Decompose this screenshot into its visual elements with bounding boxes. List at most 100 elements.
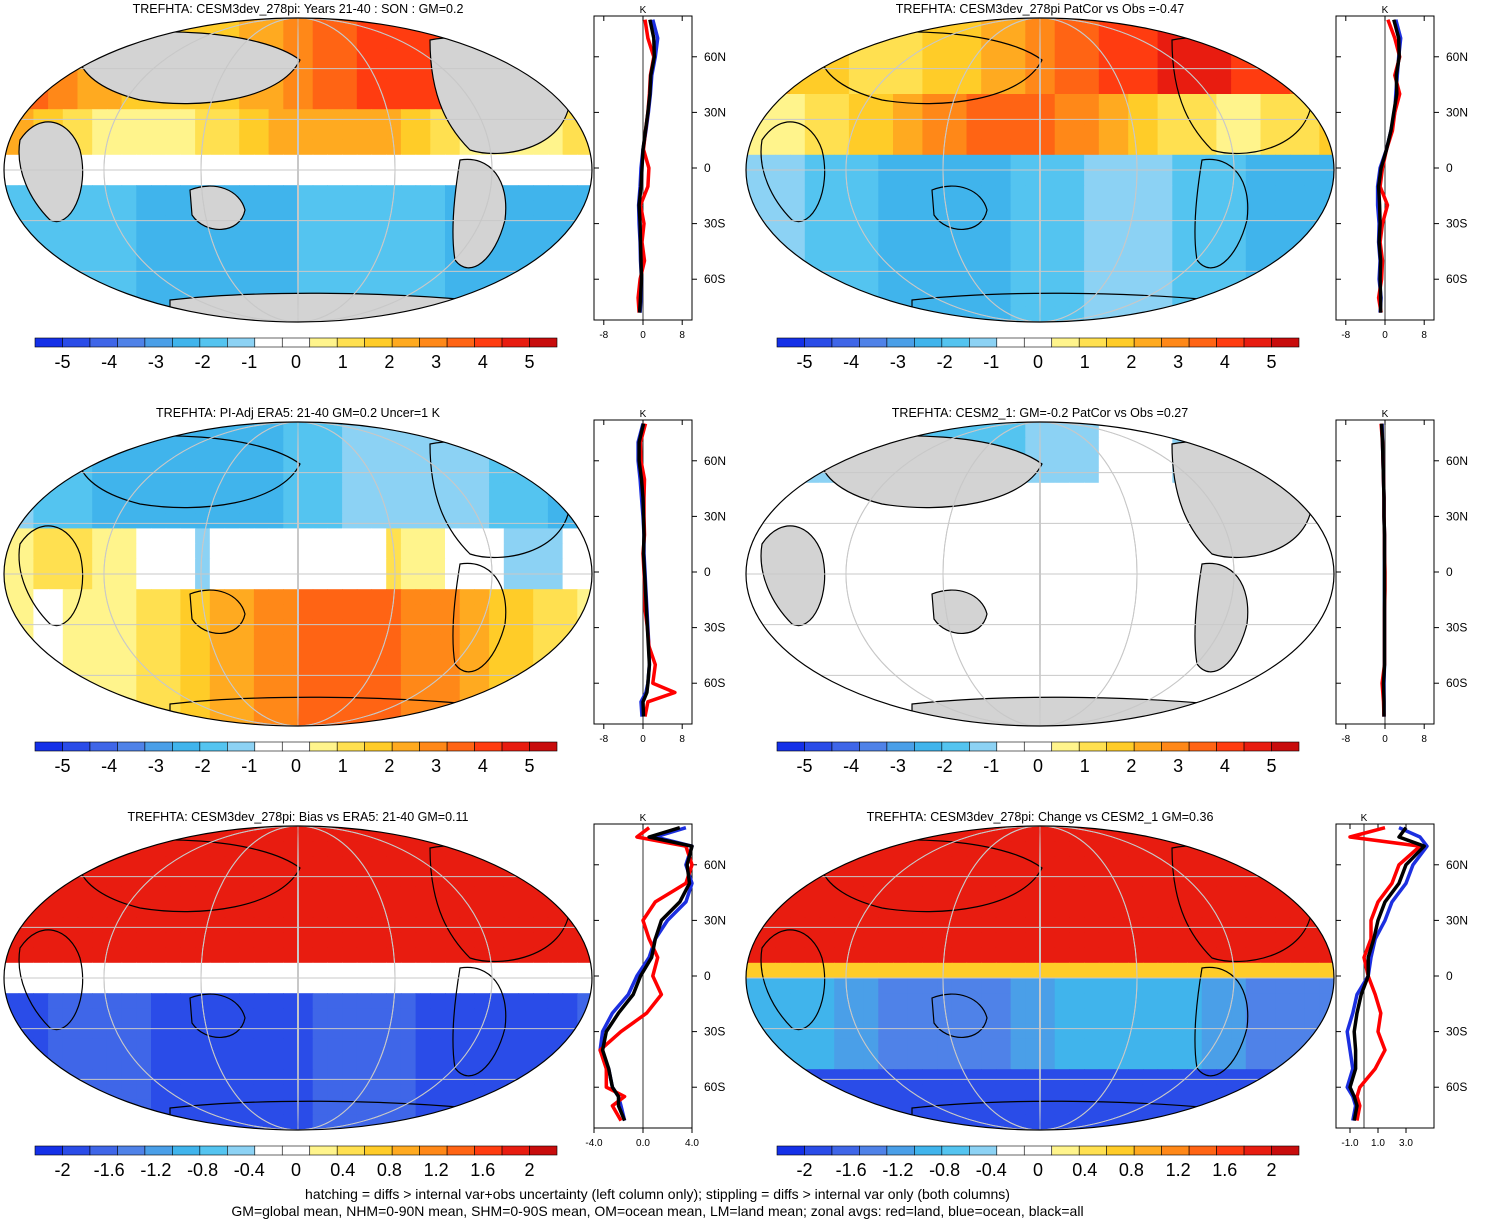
panel-svg: TREFHTA: PI-Adj ERA5: 21-40 GM=0.2 Uncer… — [0, 404, 742, 782]
colorbar-tick-label: -4 — [843, 756, 859, 776]
colorbar-tick-label: -5 — [796, 352, 812, 372]
colorbar-tick-label: -4 — [101, 756, 117, 776]
zonal-unit: K — [1361, 813, 1368, 824]
zonal-x-tick-label: 0 — [1382, 330, 1388, 341]
panel-p6: TREFHTA: CESM3dev_278pi: Change vs CESM2… — [742, 808, 1484, 1191]
zonal-x-tick-label: 3.0 — [1399, 1138, 1413, 1149]
lat-tick-label: 60N — [704, 858, 726, 872]
colorbar-tick-label: -1.6 — [94, 1160, 125, 1180]
lat-tick-label: 30N — [1446, 913, 1468, 927]
colorbar-tick-label: 4 — [1220, 756, 1230, 776]
panel-svg: TREFHTA: CESM3dev_278pi: Years 21-40 : S… — [0, 0, 742, 378]
colorbar-tick-label: 0 — [291, 756, 301, 776]
lat-tick-label: 60S — [1446, 272, 1467, 286]
zonal-x-tick-label: -8 — [1341, 330, 1350, 341]
colorbar-tick-label: -2 — [937, 756, 953, 776]
lat-tick-label: 30N — [1446, 105, 1468, 119]
colorbar-tick-label: -4 — [101, 352, 117, 372]
colorbar-tick-label: -1.2 — [882, 1160, 913, 1180]
continent-outline — [912, 697, 1212, 734]
zonal-unit: K — [640, 409, 647, 420]
colorbar-tick-label: 2 — [384, 756, 394, 776]
panel-p2: TREFHTA: CESM3dev_278pi PatCor vs Obs =-… — [742, 0, 1484, 383]
colorbar-tick-label: -2 — [796, 1160, 812, 1180]
panel-svg: TREFHTA: CESM2_1: GM=-0.2 PatCor vs Obs … — [742, 404, 1484, 782]
lat-tick-label: 60N — [1446, 50, 1468, 64]
colorbar-tick-label: -0.4 — [976, 1160, 1007, 1180]
lat-tick-label: 30S — [704, 217, 725, 231]
zonal-x-tick-label: -8 — [1341, 734, 1350, 745]
colorbar-tick-label: 5 — [525, 756, 535, 776]
map-title: TREFHTA: CESM2_1: GM=-0.2 PatCor vs Obs … — [892, 406, 1188, 420]
colorbar-tick-label: -1 — [241, 756, 257, 776]
lat-tick-label: 60S — [1446, 1080, 1467, 1094]
colorbar-tick-label: -5 — [796, 756, 812, 776]
map-field — [4, 826, 593, 1138]
colorbar-tick-label: 2 — [1267, 1160, 1277, 1180]
colorbar-tick-label: -1.6 — [836, 1160, 867, 1180]
lat-tick-label: 0 — [1446, 161, 1453, 175]
zonal-x-tick-label: 8 — [679, 330, 685, 341]
panel-svg: TREFHTA: CESM3dev_278pi: Bias vs ERA5: 2… — [0, 808, 742, 1186]
colorbar-tick-label: 3 — [1173, 352, 1183, 372]
colorbar-tick-label: -2 — [195, 352, 211, 372]
colorbar-tick-label: -4 — [843, 352, 859, 372]
colorbar-tick-label: -3 — [148, 352, 164, 372]
zonal-unit: K — [640, 5, 647, 16]
lat-tick-label: 30N — [704, 105, 726, 119]
lat-tick-label: 0 — [704, 161, 711, 175]
colorbar-tick-label: 1.6 — [470, 1160, 495, 1180]
zonal-x-tick-label: 0 — [640, 734, 646, 745]
map-field — [746, 18, 1335, 330]
lat-tick-label: 60N — [1446, 454, 1468, 468]
zonal-x-tick-label: 0.0 — [636, 1138, 650, 1149]
panel-p3: TREFHTA: PI-Adj ERA5: 21-40 GM=0.2 Uncer… — [0, 404, 742, 787]
colorbar-tick-label: 0.8 — [377, 1160, 402, 1180]
colorbar-tick-label: 1 — [338, 352, 348, 372]
lat-tick-label: 30S — [1446, 1025, 1467, 1039]
panel-p4: TREFHTA: CESM2_1: GM=-0.2 PatCor vs Obs … — [742, 404, 1484, 787]
colorbar-tick-label: 0 — [291, 1160, 301, 1180]
zonal-unit: K — [1382, 409, 1389, 420]
lat-tick-label: 60S — [1446, 676, 1467, 690]
colorbar-tick-label: 2 — [525, 1160, 535, 1180]
lat-tick-label: 0 — [704, 969, 711, 983]
colorbar-tick-label: -5 — [54, 352, 70, 372]
zonal-unit: K — [1382, 5, 1389, 16]
lat-tick-label: 60S — [704, 676, 725, 690]
colorbar-tick-label: -1 — [241, 352, 257, 372]
panel-svg: TREFHTA: CESM3dev_278pi PatCor vs Obs =-… — [742, 0, 1484, 378]
colorbar-tick-label: -0.4 — [234, 1160, 265, 1180]
colorbar-tick-label: -3 — [890, 756, 906, 776]
lat-tick-label: 60S — [704, 1080, 725, 1094]
zonal-x-tick-label: -8 — [599, 734, 608, 745]
panel-p5: TREFHTA: CESM3dev_278pi: Bias vs ERA5: 2… — [0, 808, 742, 1191]
colorbar-tick-label: -2 — [54, 1160, 70, 1180]
lat-tick-label: 0 — [704, 565, 711, 579]
map-title: TREFHTA: CESM3dev_278pi: Bias vs ERA5: 2… — [128, 810, 469, 824]
colorbar-tick-label: 2 — [384, 352, 394, 372]
colorbar-tick-label: 1.2 — [1166, 1160, 1191, 1180]
colorbar-tick-label: 5 — [1267, 352, 1277, 372]
map-field — [4, 422, 593, 734]
colorbar-tick-label: 4 — [1220, 352, 1230, 372]
colorbar-tick-label: 1 — [1080, 756, 1090, 776]
map-title: TREFHTA: CESM3dev_278pi: Change vs CESM2… — [867, 810, 1214, 824]
colorbar-tick-label: 0.4 — [330, 1160, 355, 1180]
colorbar-tick-label: 1 — [338, 756, 348, 776]
colorbar-tick-label: 0 — [1033, 352, 1043, 372]
lat-tick-label: 30S — [1446, 621, 1467, 635]
map-title: TREFHTA: PI-Adj ERA5: 21-40 GM=0.2 Uncer… — [156, 406, 441, 420]
colorbar-tick-label: 1.2 — [424, 1160, 449, 1180]
